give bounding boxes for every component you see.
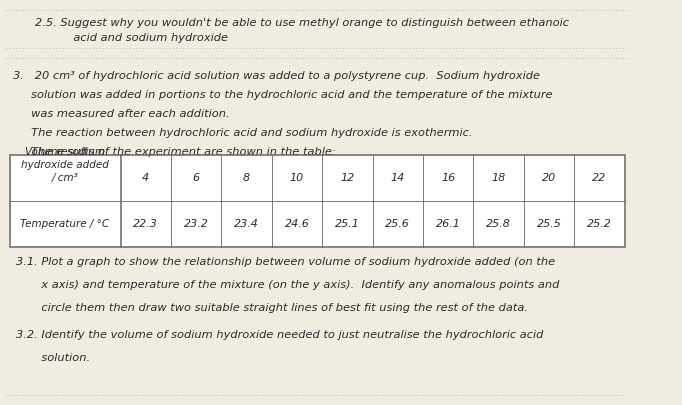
Text: solution was added in portions to the hydrochloric acid and the temperature of t: solution was added in portions to the hy… (13, 90, 552, 100)
Text: 14: 14 (391, 173, 405, 183)
Bar (10, 155, 625, 247)
Text: 26.1: 26.1 (436, 219, 461, 229)
Text: Volume sodium: Volume sodium (25, 147, 105, 157)
Text: 3.   20 cm³ of hydrochloric acid solution was added to a polystyrene cup.  Sodiu: 3. 20 cm³ of hydrochloric acid solution … (13, 71, 539, 81)
Text: 2.5. Suggest why you wouldn't be able to use methyl orange to distinguish betwee: 2.5. Suggest why you wouldn't be able to… (35, 18, 569, 28)
Text: 3.1. Plot a graph to show the relationship between volume of sodium hydroxide ad: 3.1. Plot a graph to show the relationsh… (16, 257, 555, 267)
Text: 25.1: 25.1 (335, 219, 360, 229)
Text: 6: 6 (192, 173, 200, 183)
Text: 25.5: 25.5 (537, 219, 561, 229)
Text: 23.4: 23.4 (234, 219, 259, 229)
Text: 3.2. Identify the volume of sodium hydroxide needed to just neutralise the hydro: 3.2. Identify the volume of sodium hydro… (16, 330, 544, 340)
Text: 20: 20 (542, 173, 557, 183)
Text: hydroxide added: hydroxide added (21, 160, 109, 170)
Bar (10, 155, 625, 247)
Text: 22.3: 22.3 (133, 219, 158, 229)
Text: 4: 4 (142, 173, 149, 183)
Text: solution.: solution. (16, 353, 90, 363)
Text: 16: 16 (441, 173, 456, 183)
Text: The reaction between hydrochloric acid and sodium hydroxide is exothermic.: The reaction between hydrochloric acid a… (13, 128, 472, 138)
Text: 10: 10 (290, 173, 304, 183)
Text: 12: 12 (340, 173, 355, 183)
Text: / cm³: / cm³ (52, 173, 78, 183)
Text: 25.6: 25.6 (385, 219, 411, 229)
Text: 25.8: 25.8 (486, 219, 511, 229)
Text: The results of the experiment are shown in the table:: The results of the experiment are shown … (13, 147, 336, 157)
Text: 22: 22 (593, 173, 607, 183)
Text: 18: 18 (492, 173, 506, 183)
Text: Temperature / °C: Temperature / °C (20, 219, 110, 229)
Text: 24.6: 24.6 (284, 219, 310, 229)
Text: 23.2: 23.2 (183, 219, 209, 229)
Text: acid and sodium hydroxide: acid and sodium hydroxide (48, 33, 228, 43)
Text: 25.2: 25.2 (587, 219, 612, 229)
Text: circle them then draw two suitable straight lines of best fit using the rest of : circle them then draw two suitable strai… (16, 303, 528, 313)
Text: 8: 8 (243, 173, 250, 183)
Text: x axis) and temperature of the mixture (on the y axis).  Identify any anomalous : x axis) and temperature of the mixture (… (16, 280, 559, 290)
Text: was measured after each addition.: was measured after each addition. (13, 109, 229, 119)
